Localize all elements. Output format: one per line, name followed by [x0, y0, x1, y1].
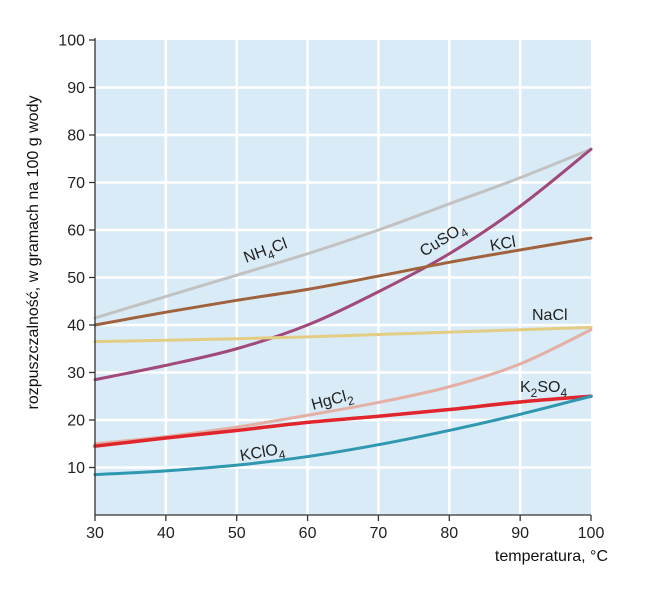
series-label-subscript: 2	[531, 386, 538, 400]
x-tick-label: 100	[578, 525, 605, 542]
y-tick-label: 40	[67, 318, 85, 335]
x-tick-label: 60	[299, 525, 317, 542]
y-tick-label: 20	[67, 413, 85, 430]
x-tick-label: 30	[86, 525, 104, 542]
series-label-tail: Cl	[270, 235, 290, 256]
x-tick-label: 70	[370, 525, 388, 542]
series-label-tail: SO	[537, 379, 560, 396]
x-tick-label: 50	[228, 525, 246, 542]
x-tick-label: 90	[511, 525, 529, 542]
series-label-tail-sub: 4	[560, 386, 567, 400]
y-tick-label: 60	[67, 223, 85, 240]
series-label-kcl: KCl	[489, 234, 517, 255]
tick-labels: 10 20 30 40 50 60 70 80 90 100 30 40 50 60 70 80 90 100	[58, 33, 604, 543]
axes	[89, 38, 592, 521]
series-line-kclo4	[93, 394, 593, 477]
y-tick-label: 50	[67, 270, 85, 287]
series-line-nh4cl	[93, 147, 593, 320]
series-label-subscript: 2	[346, 393, 356, 408]
series-label-nacl: NaCl	[532, 307, 568, 324]
series-label-subscript: 4	[278, 447, 287, 462]
x-tick-label: 40	[157, 525, 175, 542]
series-label-main: KCl	[489, 234, 517, 255]
series-lines	[93, 147, 593, 477]
series-label-nh4cl: NH4Cl	[242, 235, 291, 270]
x-tick-label: 80	[440, 525, 458, 542]
series-line-k2so4	[93, 394, 593, 448]
series-line-nacl	[93, 325, 593, 344]
series-label-main: NH	[242, 243, 270, 267]
y-tick-label: 30	[67, 365, 85, 382]
y-tick-label: 90	[67, 80, 85, 97]
y-axis-title: rozpuszczalność, w gramach na 100 g wody	[25, 96, 42, 410]
series-label-k2so4: K2SO4	[520, 379, 567, 400]
y-tick-label: 10	[67, 460, 85, 477]
grid	[95, 40, 591, 515]
y-tick-label: 100	[58, 33, 85, 50]
y-tick-label: 70	[67, 175, 85, 192]
x-axis-title: temperatura, °C	[495, 548, 608, 565]
series-label-kclo4: KClO4	[239, 440, 287, 469]
series-line-cuso4	[93, 147, 593, 382]
series-line-kcl	[93, 236, 593, 327]
series-label-main: KClO	[239, 442, 280, 465]
series-label-main: K	[520, 379, 531, 396]
y-tick-label: 80	[67, 128, 85, 145]
series-label-subscript: 4	[266, 247, 277, 263]
series-label-main: NaCl	[532, 307, 568, 324]
